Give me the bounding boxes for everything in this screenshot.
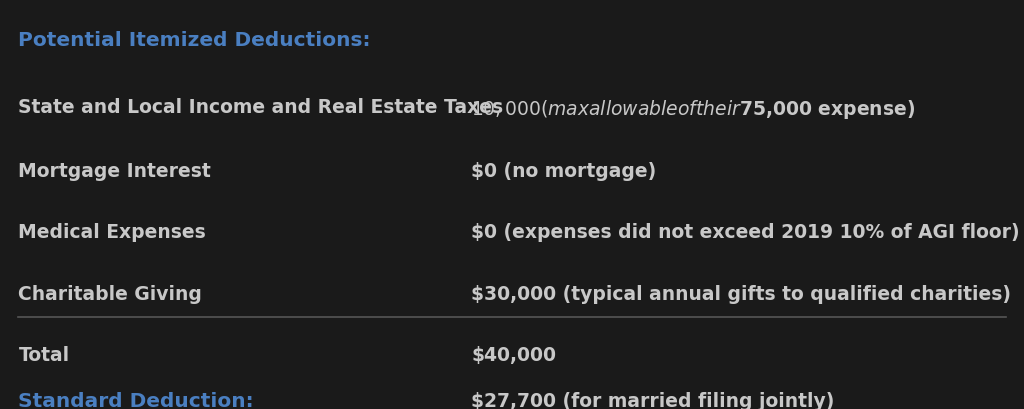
Text: Charitable Giving: Charitable Giving bbox=[18, 284, 203, 303]
Text: Standard Deduction:: Standard Deduction: bbox=[18, 391, 254, 409]
Text: State and Local Income and Real Estate Taxes: State and Local Income and Real Estate T… bbox=[18, 98, 504, 117]
Text: $30,000 (typical annual gifts to qualified charities): $30,000 (typical annual gifts to qualifi… bbox=[471, 284, 1011, 303]
Text: Mortgage Interest: Mortgage Interest bbox=[18, 162, 211, 180]
Text: $27,700 (for married filing jointly): $27,700 (for married filing jointly) bbox=[471, 391, 835, 409]
Text: $0 (no mortgage): $0 (no mortgage) bbox=[471, 162, 656, 180]
Text: Medical Expenses: Medical Expenses bbox=[18, 223, 206, 242]
Text: Potential Itemized Deductions:: Potential Itemized Deductions: bbox=[18, 31, 371, 49]
Text: $40,000: $40,000 bbox=[471, 346, 556, 364]
Text: $0 (expenses did not exceed 2019 10% of AGI floor): $0 (expenses did not exceed 2019 10% of … bbox=[471, 223, 1020, 242]
Text: Total: Total bbox=[18, 346, 70, 364]
Text: $10,000 (max allowable of their $75,000 expense): $10,000 (max allowable of their $75,000 … bbox=[471, 98, 915, 121]
